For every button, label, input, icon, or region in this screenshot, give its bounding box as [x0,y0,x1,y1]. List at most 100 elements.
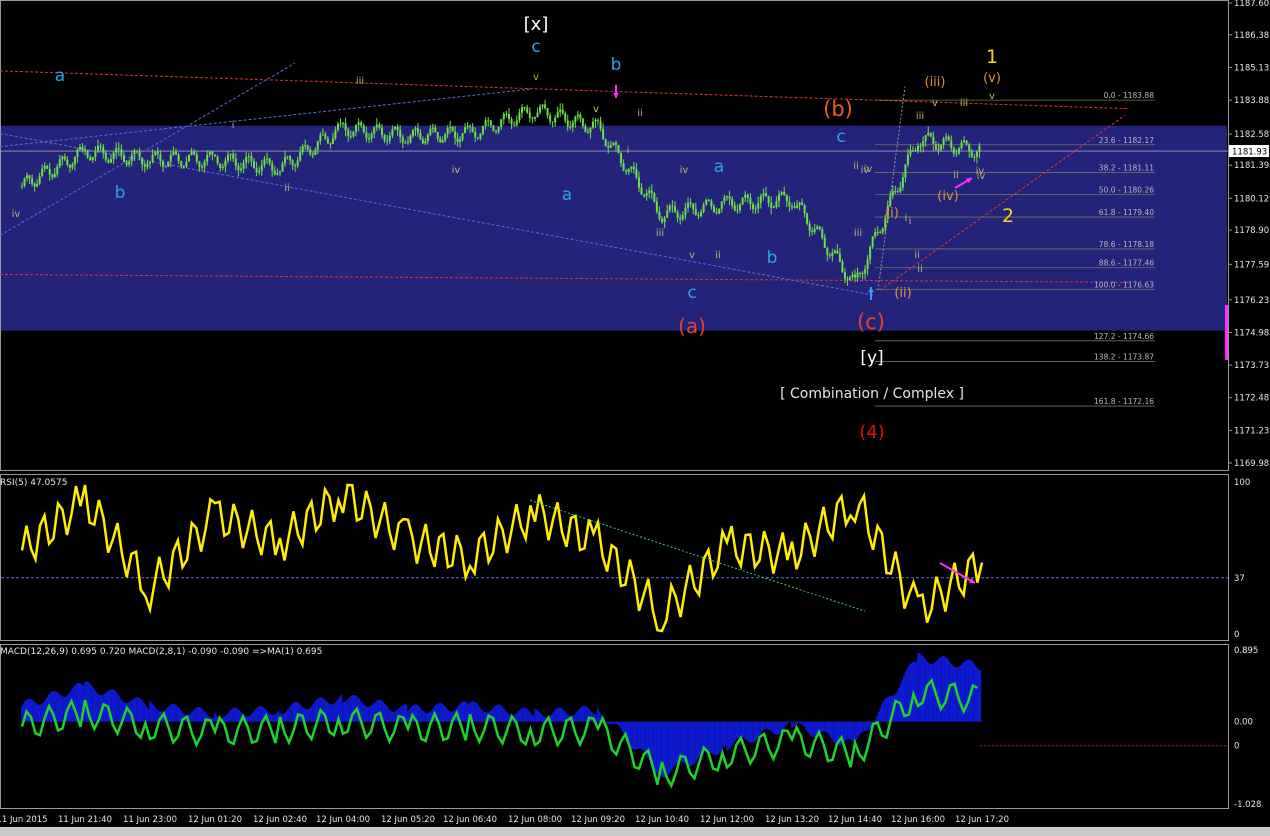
price-candle-body [296,160,299,166]
price-candle-body [856,272,859,278]
price-candle-body [71,164,74,168]
price-candle-body [112,152,115,160]
price-candle-body [929,133,932,137]
price-candle-body [456,138,459,142]
time-label: 11 Jun 21:40 [58,815,112,825]
macd-line [20,677,978,789]
price-candle-body [33,183,36,187]
price-candle-body [602,128,605,140]
price-candle-body [86,150,89,158]
price-tick-label: 1174.98 [1234,328,1269,338]
price-candle-body [206,154,209,162]
wave-label: iv [680,165,689,176]
price-candle-body [715,212,718,214]
price-candle-body [156,151,159,155]
wave-label: c [531,37,540,57]
price-candle-body [314,149,317,155]
price-tick-label: 1186.38 [1234,31,1269,41]
fib-level-label: 0.0 - 1183.88 [1104,91,1155,100]
price-candle-body [268,158,271,164]
price-candle-body [736,210,739,212]
price-candle-body [394,126,396,130]
price-candle-body [836,250,839,254]
price-tick-label: 1169.98 [1234,459,1269,469]
price-candle-body [671,205,674,207]
price-candle-body [99,146,102,148]
price-candle-body [102,146,105,154]
price-candle-body [510,118,513,125]
price-candle-body [495,130,497,132]
macd-tick-label: 0.00 [1234,718,1253,728]
chart-tab-bar[interactable] [0,827,1270,836]
price-candle-body [424,141,427,144]
price-candle-body [861,272,864,274]
price-candle-body [838,253,841,262]
wave-label: b [115,183,126,203]
price-candle-body [301,145,304,153]
price-candle-body [554,117,557,123]
time-label: 12 Jun 04:00 [316,815,370,825]
price-candle-body [502,113,505,120]
price-candle-body [208,151,211,155]
price-candle-body [700,211,702,217]
price-candle-body [793,206,796,208]
wave-label: a [55,66,65,86]
price-candle-body [710,200,713,207]
price-candle-body [289,156,292,161]
price-candle-body [36,183,39,187]
price-candle-body [569,126,572,128]
price-candle-body [23,178,26,186]
price-candle-body [801,202,804,206]
price-candle-body [182,166,185,168]
price-candle-body [211,151,214,155]
price-candle-body [355,125,357,132]
price-candle-body [240,168,242,171]
price-candle-body [214,154,216,157]
price-candle-body [791,206,793,208]
rsi-down-arrow [939,562,976,584]
price-candle-body [843,272,846,279]
price-candle-body [324,134,327,139]
fib-level-label: 127.2 - 1174.66 [1094,332,1154,341]
wave-label: [x] [524,14,549,35]
price-candle-body [924,135,927,142]
price-candle-body [169,155,172,162]
price-candle-body [630,166,633,169]
price-candle-body [61,156,64,160]
price-candle-body [770,202,773,208]
price-candle-body [576,114,579,117]
wave-label: iii [960,98,968,109]
price-candle-body [484,120,487,127]
price-candle-body [811,230,814,232]
price-candle-body [482,126,484,134]
price-candle-body [681,214,684,220]
time-label: 12 Jun 17:20 [955,815,1009,825]
price-candle-body [772,207,775,209]
price-candle-body [625,170,628,172]
time-label: 12 Jun 05:20 [381,815,435,825]
wave-label: ii [715,250,721,261]
price-candle-body [589,127,592,133]
wave-label: a [714,157,724,177]
price-candle-body [720,201,723,209]
time-label: 12 Jun 02:40 [253,815,307,825]
price-candle-body [474,131,477,138]
wave-label: (v) [983,71,1001,86]
price-tick-label: 1183.88 [1234,96,1269,106]
price-candle-body [584,125,587,132]
macd-title: MACD(12,26,9) 0.695 0.720 MACD(2,8,1) -0… [0,647,323,657]
price-candle-body [51,174,54,178]
price-candle-body [785,194,788,202]
wave-label: iii [854,228,862,239]
price-candle-body [434,127,437,133]
price-candle-body [919,145,922,147]
price-candle-body [823,237,826,248]
price-candle-body [848,276,851,280]
price-candle-body [826,247,829,255]
wave-label: [y] [860,348,883,368]
price-candle-body [306,145,309,150]
price-candle-body [739,204,741,211]
price-candle-body [904,164,907,178]
wave-label: 2 [1002,205,1014,227]
price-candle-body [942,138,945,145]
